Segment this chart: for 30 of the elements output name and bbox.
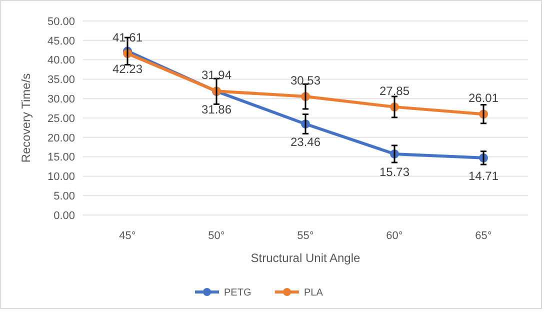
y-tick-label: 5.00 [54,190,75,202]
legend-label: PETG [224,288,252,298]
y-tick-label: 35.00 [47,74,75,86]
x-tick-label: 50° [208,230,225,242]
data-label: 42.23 [112,62,143,76]
data-label: 30.53 [290,74,321,88]
x-tick-label: 65° [475,230,492,242]
x-tick-label: 55° [297,230,314,242]
y-tick-label: 15.00 [47,152,75,164]
data-label: 26.01 [468,91,499,106]
data-label: 14.71 [468,168,499,183]
x-tick-label: 45° [119,230,136,242]
y-tick-label: 45.00 [47,35,75,48]
data-label: 41.61 [112,30,143,45]
y-tick-label: 30.00 [47,93,75,106]
y-tick-label: 0.00 [54,210,75,222]
y-tick-label: 25.00 [47,112,75,125]
y-tick-label: 50.00 [47,16,75,28]
data-label: 31.86 [201,102,232,116]
data-label: 15.73 [379,164,410,179]
legend-label: PLA [304,288,324,298]
y-tick-label: 40.00 [47,54,75,67]
data-label: 27.85 [379,84,410,98]
data-label: 31.94 [201,68,232,82]
y-tick-label: 10.00 [47,171,75,184]
x-tick-label: 60° [386,230,403,242]
data-label: 23.46 [290,134,321,149]
y-axis-title: Recovery Time/s [19,73,33,163]
y-tick-label: 20.00 [47,132,75,144]
x-axis-title: Structural Unit Angle [250,251,361,265]
